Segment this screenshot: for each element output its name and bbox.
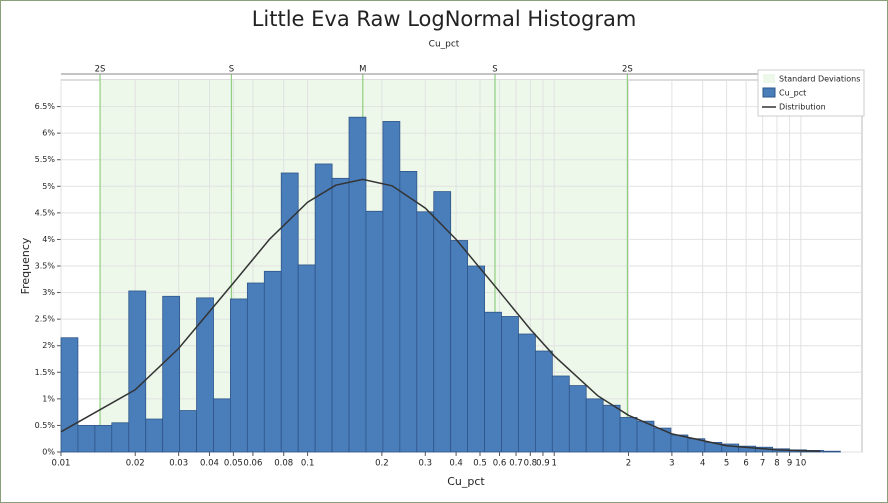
y-tick-label: 2% [42,341,55,350]
x-tick-label: 9 [787,459,792,469]
bar [111,422,130,453]
y-tick-label: 3% [42,288,55,297]
x-tick-label: 0.08 [274,459,293,469]
y-tick-label: 1% [42,394,55,403]
y-tick-label: 1.5% [35,368,56,377]
x-tick-label: 0.8 [524,459,538,469]
bar [551,375,570,453]
x2-tick-label: 2S [622,65,633,75]
y-tick-label: 5.5% [35,155,56,164]
bar [213,398,231,453]
x-tick-label: 0.2 [375,459,389,469]
bar [602,404,621,453]
legend-swatch [763,74,775,83]
x-tick-label: 0.5 [473,459,487,469]
legend-swatch [762,87,776,98]
bar [450,240,469,453]
chart-title: Little Eva Raw LogNormal Histogram [252,7,637,31]
x-tick-label: 0.06 [243,459,262,469]
bar [145,418,164,453]
x-tick-label: 0.4 [449,459,463,469]
x2-tick-label: 2S [95,65,106,75]
legend-box [757,69,865,117]
bar [585,398,604,453]
bar [348,116,367,453]
x-tick-label: 4 [700,459,705,469]
x-tick-label: 6 [743,459,748,469]
x-tick-label: 0.01 [52,459,71,469]
bar [196,297,214,453]
x-tick-label: 1 [552,459,557,469]
bar [263,270,282,453]
bar [535,350,553,453]
y-tick-label: 2.5% [35,315,56,324]
x-tick-label: 0.05 [224,459,243,469]
x2-tick-label: M [359,65,366,75]
bar [230,298,248,453]
x-axis-label: Cu_pct [447,475,485,488]
bar [518,333,536,453]
y-tick-label: 6.5% [35,102,56,111]
x2-tick-label: S [229,65,234,75]
x-tick-label: 0.02 [126,459,145,469]
bar [60,337,79,453]
bar [77,425,96,453]
bar [179,410,197,453]
x-tick-label: 5 [724,459,729,469]
bar [365,210,384,453]
legend-label: Cu_pct [779,89,806,98]
bar [823,450,841,453]
bar [501,316,519,453]
bar [416,211,435,453]
bar [246,282,265,453]
x-tick-label: 0.6 [493,459,507,469]
y-axis-label: Frequency [19,237,32,294]
y-tick-label: 4% [42,235,55,244]
bar [94,425,113,453]
chart-subtitle: Cu_pct [429,40,460,50]
legend-label: Distribution [779,103,826,112]
bar [467,265,485,453]
y-tick-label: 0% [42,448,55,457]
bar [128,290,147,453]
y-tick-label: 0.5% [35,421,56,430]
x-tick-label: 7 [760,459,765,469]
x-tick-label: 0.03 [169,459,188,469]
x-tick-label: 10 [795,459,806,469]
y-tick-label: 5% [42,182,55,191]
x-tick-label: 3 [669,459,674,469]
x-tick-label: 0.9 [536,459,550,469]
bar [331,177,350,453]
x-tick-label: 0.3 [419,459,433,469]
x-tick-label: 8 [774,459,779,469]
bar [162,295,181,453]
x-tick-label: 0.1 [301,459,315,469]
x-tick-label: 0.04 [200,459,219,469]
bar [619,417,638,453]
x2-tick-label: S [492,65,497,75]
bar [297,264,316,453]
bar [484,311,502,453]
bar [314,163,333,453]
x-tick-label: 0.7 [509,459,523,469]
y-tick-label: 3.5% [35,262,56,271]
y-tick-label: 4.5% [35,208,56,217]
y-tick-label: 6% [42,129,55,138]
bar [399,171,418,453]
bar [382,121,401,453]
legend-label: Standard Deviations [779,75,860,84]
bar [568,385,587,453]
distribution-line [60,178,821,453]
x-tick-label: 2 [626,459,631,469]
